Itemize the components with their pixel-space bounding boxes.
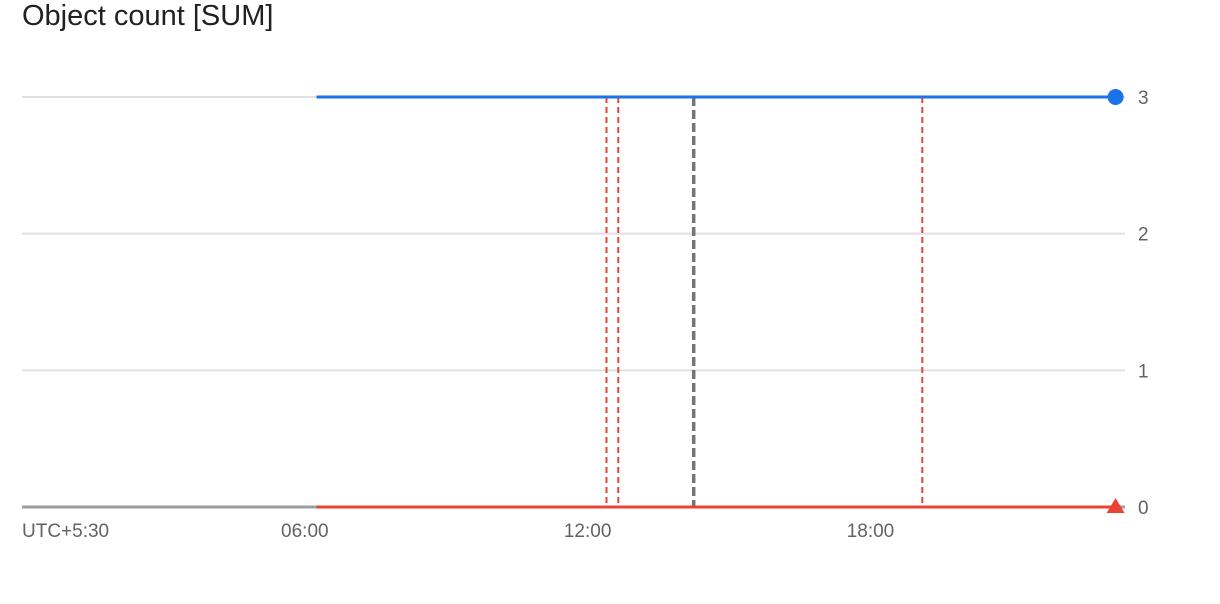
x-tick-label: 12:00 <box>564 521 612 542</box>
y-tick-label: 3 <box>1138 88 1149 109</box>
y-tick-label: 2 <box>1138 225 1149 246</box>
series-end-marker-triangle <box>1106 498 1125 513</box>
chart-title: Object count [SUM] <box>22 0 274 32</box>
y-tick-label: 0 <box>1138 498 1149 519</box>
series-end-marker-circle <box>1107 89 1124 105</box>
series-layer <box>316 89 1125 513</box>
event-markers <box>605 97 924 507</box>
x-axis: UTC+5:30 06:00 12:00 18:00 <box>22 521 894 542</box>
x-tick-label: 06:00 <box>281 521 329 542</box>
y-tick-label: 1 <box>1138 361 1149 382</box>
grid-layer <box>22 96 1125 509</box>
x-tick-label: 18:00 <box>847 521 895 542</box>
x-tick-label: UTC+5:30 <box>22 521 109 542</box>
y-axis: 0 1 2 3 <box>1138 88 1149 519</box>
